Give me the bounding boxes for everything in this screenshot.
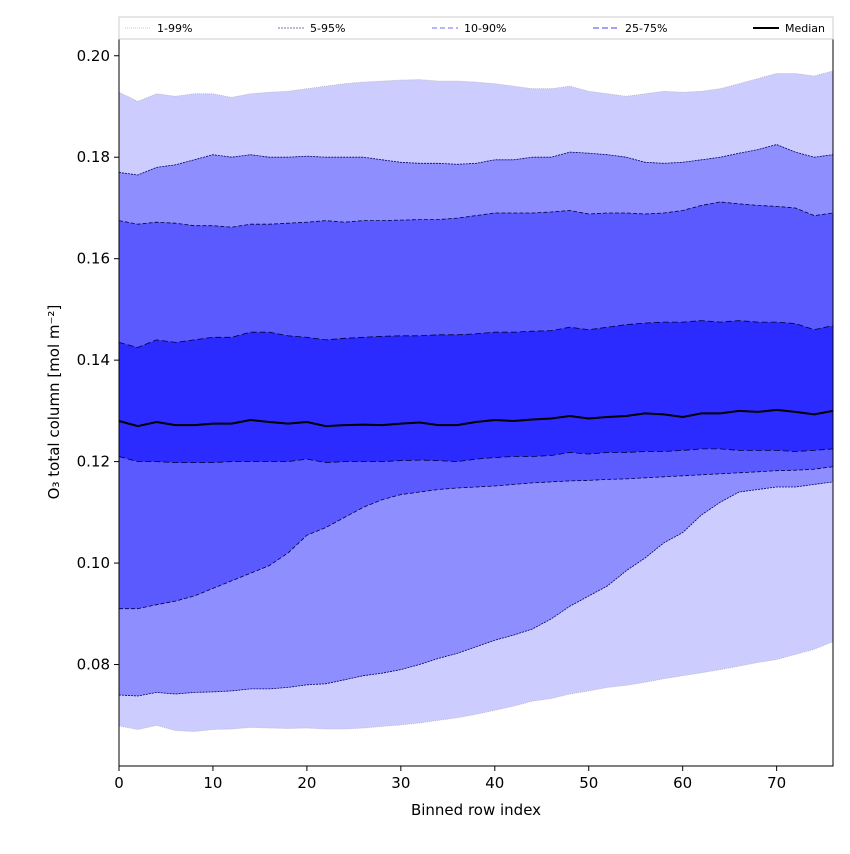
legend-label: 10-90% <box>464 22 506 35</box>
x-tick-label: 40 <box>485 774 504 792</box>
band-25-75--upper-line <box>118 320 834 348</box>
x-tick-label: 30 <box>391 774 410 792</box>
band-1-99--upper-line <box>118 70 834 102</box>
median-series <box>118 408 834 428</box>
legend-label: 1-99% <box>157 22 192 35</box>
x-tick-label: 10 <box>203 774 222 792</box>
y-axis-ticks: 0.08 0.10 0.12 0.14 0.16 0.18 0.20 <box>77 47 119 674</box>
legend-entry-25-75-: 25-75% <box>593 22 667 35</box>
x-tick-label: 20 <box>297 774 316 792</box>
x-axis-ticks: 0 10 20 30 40 50 60 70 <box>114 766 786 792</box>
band-5-95--upper-line <box>118 144 834 176</box>
legend-label: 25-75% <box>625 22 667 35</box>
legend-label: 5-95% <box>310 22 345 35</box>
y-tick-label: 0.14 <box>77 351 110 369</box>
y-tick-label: 0.12 <box>77 453 110 471</box>
y-tick-label: 0.20 <box>77 47 110 65</box>
band-1-99--lower-line <box>118 641 834 732</box>
y-tick-label: 0.16 <box>77 250 110 268</box>
band-25-75- <box>119 320 833 463</box>
x-axis-label: Binned row index <box>411 801 541 819</box>
percentile-bands <box>119 71 833 732</box>
median-line <box>118 408 834 428</box>
legend-entry-5-95-: 5-95% <box>278 22 345 35</box>
y-tick-label: 0.08 <box>77 656 110 674</box>
legend-entry-10-90-: 10-90% <box>432 22 506 35</box>
percentile-lines <box>118 70 834 732</box>
band-10-90--lower-line <box>119 466 834 610</box>
y-tick-label: 0.18 <box>77 148 110 166</box>
x-tick-label: 50 <box>579 774 598 792</box>
legend: 1-99% 5-95% 10-90% 25-75% Median <box>118 16 834 40</box>
x-tick-label: 70 <box>767 774 786 792</box>
legend-entry-1-99-: 1-99% <box>125 22 192 35</box>
legend-frame <box>118 16 834 40</box>
x-tick-label: 0 <box>114 774 124 792</box>
y-axis-label: O₃ total column [mol m⁻²] <box>45 305 63 500</box>
legend-label: Median <box>785 22 825 35</box>
y-tick-label: 0.10 <box>77 554 110 572</box>
x-tick-label: 60 <box>673 774 692 792</box>
legend-entry-median: Median <box>753 22 825 35</box>
band-25-75--lower-line <box>118 448 834 464</box>
